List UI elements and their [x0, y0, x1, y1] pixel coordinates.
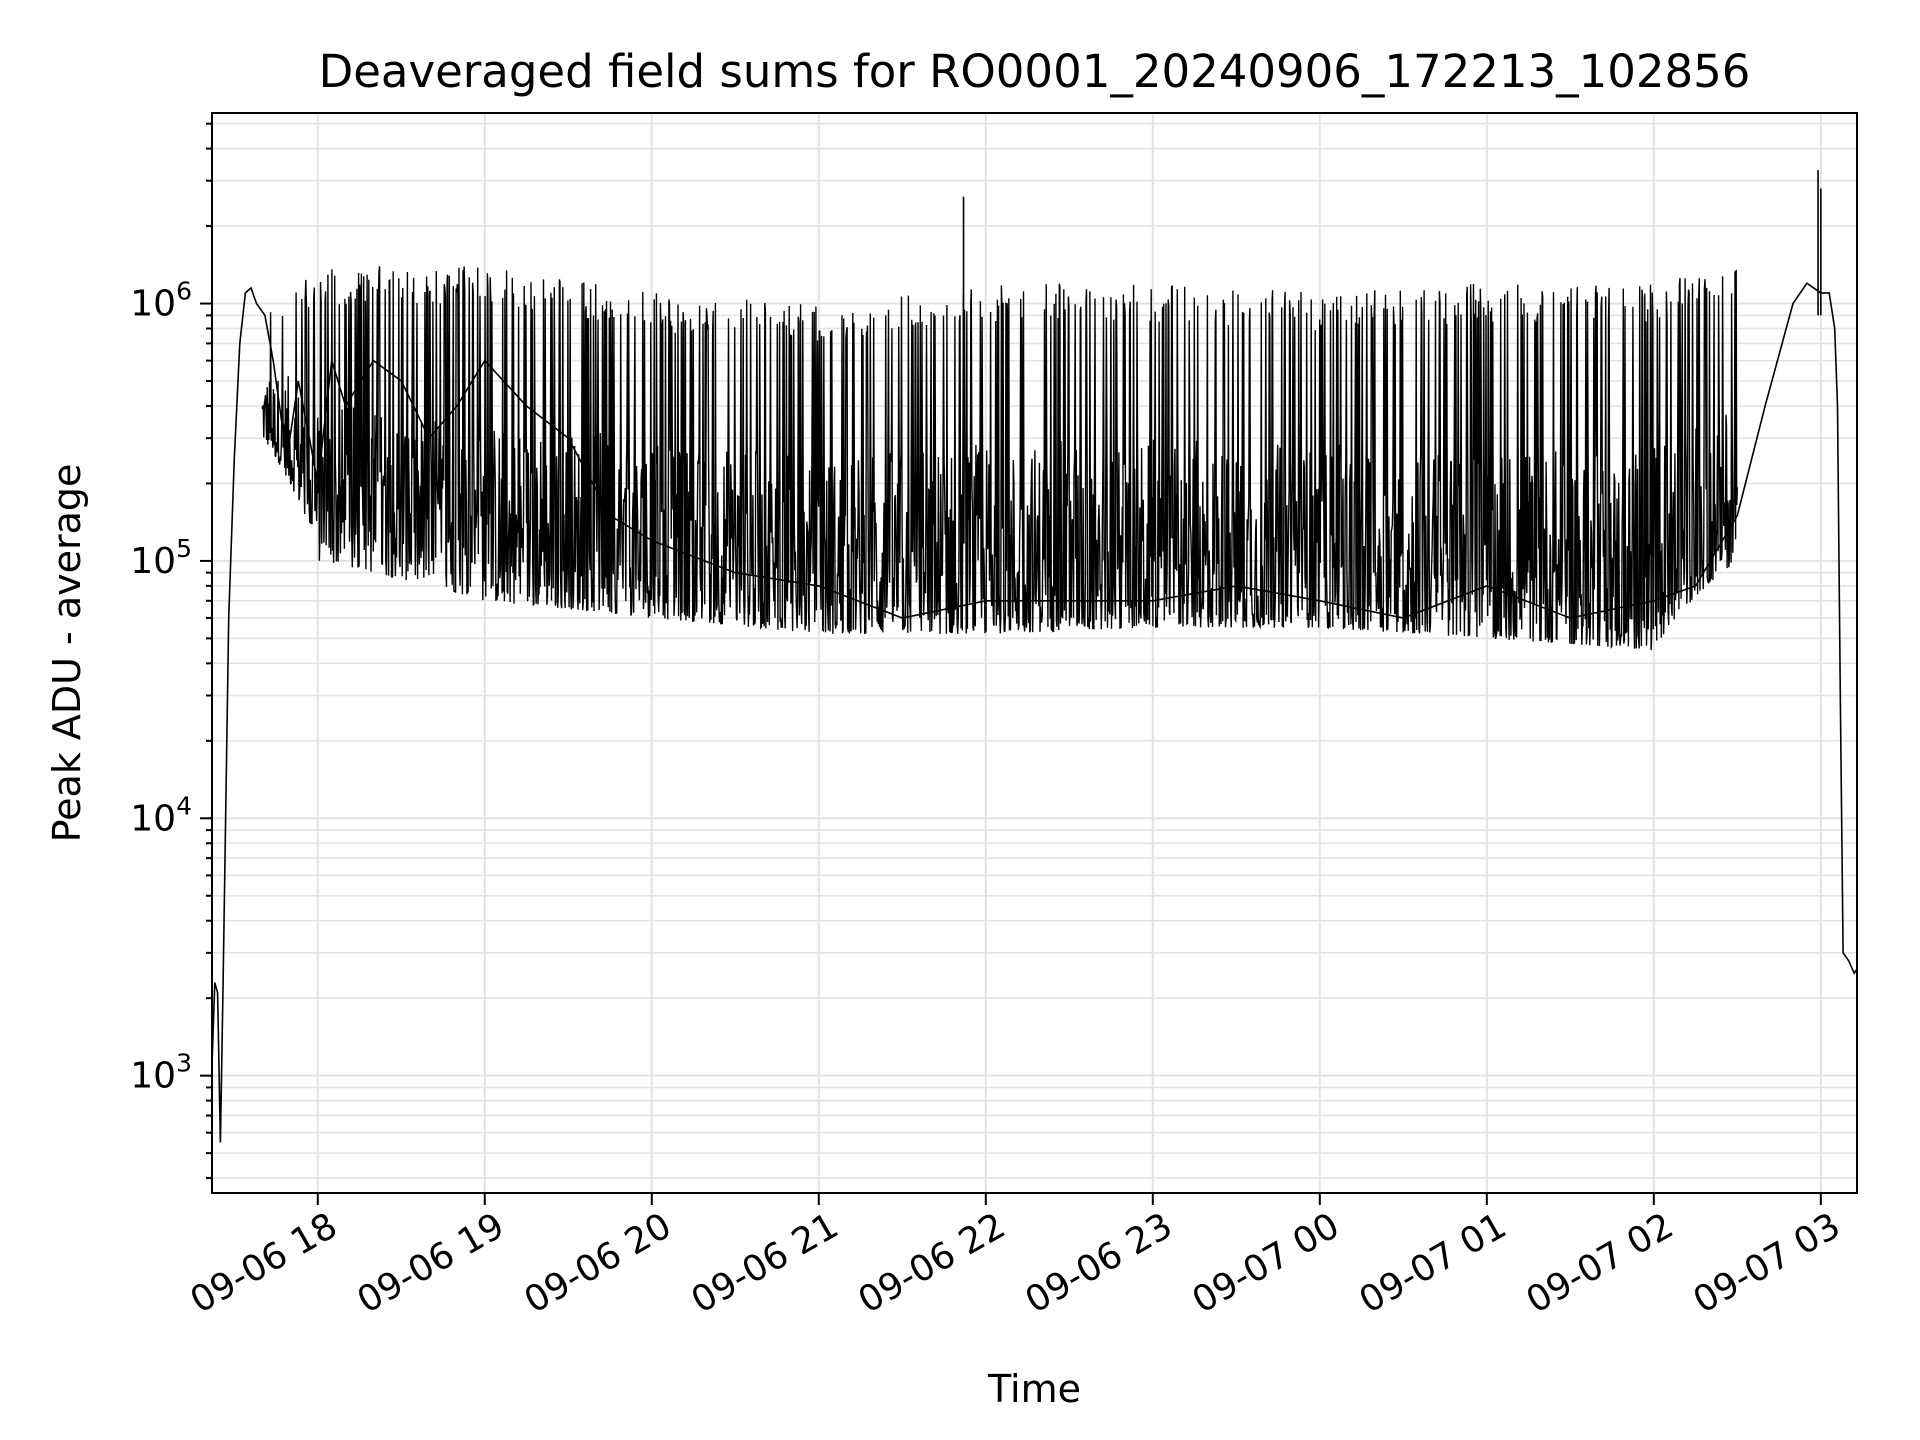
x-axis-label: Time	[987, 1367, 1081, 1411]
y-tick-exponent: 5	[176, 534, 192, 563]
x-tick-label: 09-06 18	[184, 1205, 345, 1321]
series-0	[211, 170, 1858, 1143]
y-tick-base: 10	[130, 1056, 176, 1097]
x-tick-label: 09-06 21	[685, 1205, 846, 1321]
x-tick-label: 09-06 23	[1019, 1205, 1180, 1321]
data-layer	[211, 170, 1858, 1143]
x-tick-label: 09-06 22	[852, 1205, 1013, 1321]
x-tick-label: 09-07 01	[1353, 1205, 1514, 1321]
y-tick-base: 10	[130, 284, 176, 325]
chart-title: Deaveraged field sums for RO0001_2024090…	[319, 45, 1751, 98]
x-tick-label: 09-06 19	[351, 1205, 512, 1321]
y-tick-exponent: 6	[176, 277, 192, 306]
series-band	[261, 266, 1738, 651]
y-tick-label: 104	[130, 791, 192, 839]
y-tick-label: 105	[130, 534, 192, 582]
x-tick-label: 09-07 02	[1520, 1205, 1681, 1321]
y-tick-exponent: 4	[176, 791, 192, 820]
y-axis-label: Peak ADU - average	[45, 464, 89, 843]
y-tick-base: 10	[130, 541, 176, 582]
x-tick-label: 09-07 03	[1687, 1205, 1848, 1321]
y-tick-base: 10	[130, 798, 176, 839]
y-tick-label: 106	[130, 277, 192, 325]
x-tick-label: 09-06 20	[518, 1205, 679, 1321]
plot-frame	[211, 112, 1858, 1194]
x-tick-label: 09-07 00	[1186, 1205, 1347, 1321]
y-tick-exponent: 3	[176, 1049, 192, 1078]
y-tick-label: 103	[130, 1049, 192, 1097]
